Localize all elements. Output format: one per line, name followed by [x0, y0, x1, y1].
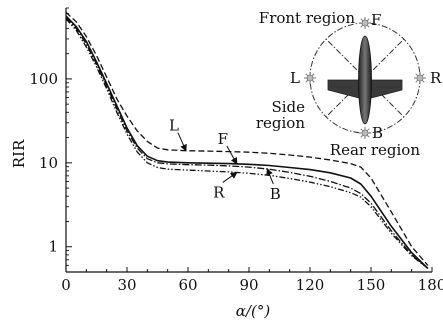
x-tick-label: 90	[239, 276, 258, 294]
inset-L-label: L	[290, 69, 300, 87]
inset-side-label-line2: region	[256, 114, 305, 132]
inset-F-label: F	[371, 11, 381, 29]
inset-side-label-line1: Side	[271, 98, 305, 116]
series-line-F	[65, 15, 429, 270]
annotation-label-R: R	[213, 183, 225, 201]
y-tick-label: 10	[39, 154, 58, 172]
x-tick-label: 180	[418, 276, 443, 294]
annotation-label-B: B	[270, 185, 281, 203]
y-tick-label: 100	[29, 70, 58, 88]
inset-rear-region-label: Rear region	[330, 141, 421, 159]
x-axis-title: α/(°)	[236, 302, 271, 320]
x-tick-label: 150	[357, 276, 386, 294]
annotation-arrow-L	[177, 132, 187, 152]
annotation-arrow-B	[266, 168, 274, 185]
inset-R-label: R	[430, 69, 442, 87]
series-line-L	[65, 11, 429, 266]
y-tick-label: 1	[48, 238, 58, 256]
inset-front-region-label: Front region	[259, 9, 356, 27]
sensor-R-icon	[414, 72, 426, 84]
annotation-arrow-R	[222, 171, 238, 183]
curve-annotations: L F R B	[169, 117, 281, 203]
x-tick-label: 60	[178, 276, 197, 294]
series-line-B	[65, 17, 429, 269]
sensor-B-icon	[359, 127, 371, 139]
inset-B-label: B	[372, 124, 383, 142]
series-line-R	[65, 18, 429, 270]
annotation-label-L: L	[169, 117, 179, 135]
x-tick-label: 30	[117, 276, 136, 294]
annotation-arrow-F	[226, 145, 238, 165]
plot-area: 0 30 60 90 120 150 180 1 10 100	[29, 7, 443, 294]
x-tick-label: 0	[61, 276, 71, 294]
x-tick-label: 120	[296, 276, 325, 294]
sensor-L-icon	[304, 72, 316, 84]
annotation-label-F: F	[218, 130, 228, 148]
aircraft-fuselage-icon	[358, 35, 372, 125]
sensor-F-icon	[359, 17, 371, 29]
y-axis-title: RIR	[10, 139, 28, 168]
